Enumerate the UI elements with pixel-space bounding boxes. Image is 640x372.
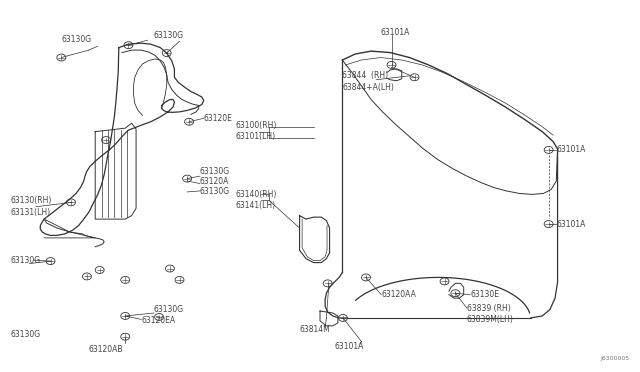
Text: 63130G: 63130G: [154, 31, 184, 40]
Text: 63141(LH): 63141(LH): [236, 201, 276, 210]
Text: 63120A: 63120A: [200, 177, 229, 186]
Text: 63130G: 63130G: [200, 167, 230, 176]
Text: 63814M: 63814M: [300, 325, 330, 334]
Text: 63120AB: 63120AB: [89, 344, 124, 353]
Text: 63101(LH): 63101(LH): [236, 132, 276, 141]
Text: 63839M(LH): 63839M(LH): [467, 315, 514, 324]
Text: 63130G: 63130G: [200, 187, 230, 196]
Text: 63130G: 63130G: [154, 305, 184, 314]
Text: 63130(RH): 63130(RH): [10, 196, 52, 205]
Text: 63100(RH): 63100(RH): [236, 121, 277, 130]
Text: 63844  (RH): 63844 (RH): [342, 71, 388, 80]
Text: 63101A: 63101A: [556, 145, 586, 154]
Text: 63101A: 63101A: [381, 28, 410, 37]
Text: 63101A: 63101A: [556, 219, 586, 228]
Text: 63844+A(LH): 63844+A(LH): [342, 83, 394, 92]
Text: 63131(LH): 63131(LH): [10, 208, 51, 217]
Text: 63120EA: 63120EA: [141, 317, 175, 326]
Text: 63839 (RH): 63839 (RH): [467, 304, 511, 312]
Text: 63120E: 63120E: [204, 114, 233, 123]
Text: 63130E: 63130E: [470, 290, 499, 299]
Text: 63120AA: 63120AA: [381, 290, 416, 299]
Text: 63130G: 63130G: [61, 35, 92, 44]
Text: 63130G: 63130G: [10, 330, 40, 339]
Text: 63101A: 63101A: [334, 342, 364, 351]
Text: 63140(RH): 63140(RH): [236, 190, 277, 199]
Text: 63130G: 63130G: [10, 256, 40, 264]
Text: J6300005: J6300005: [600, 356, 630, 361]
